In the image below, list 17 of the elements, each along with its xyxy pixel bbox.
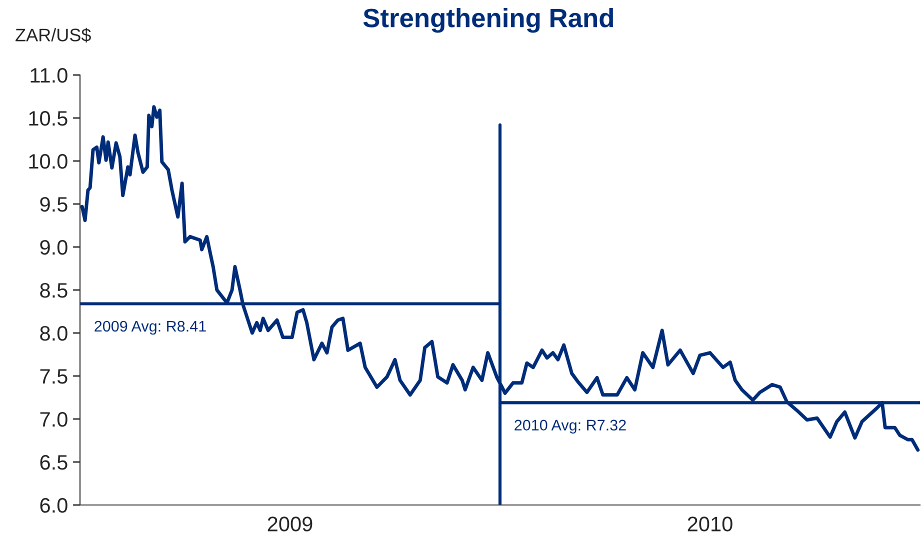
y-axis-title: ZAR/US$ xyxy=(16,28,91,43)
y-tick-label: 9.5 xyxy=(40,197,68,212)
y-tick-label: 6.5 xyxy=(40,455,68,470)
series-label: 2010 Avg: R7.32 xyxy=(514,420,626,434)
y-tick-label: 9.0 xyxy=(40,240,68,255)
x-tick-label: 2010 xyxy=(688,516,732,532)
chart-title: Strengthening Rand xyxy=(363,8,614,33)
y-tick-label: 7.0 xyxy=(40,412,68,427)
x-tick-label: 2009 xyxy=(268,516,312,532)
y-tick-label: 11.0 xyxy=(30,68,68,83)
y-tick-label: 8.0 xyxy=(40,326,68,341)
series-label: 2009 Avg: R8.41 xyxy=(94,320,206,335)
y-tick-label: 10.0 xyxy=(29,154,68,169)
y-tick-label: 10.5 xyxy=(29,111,68,126)
y-tick-label: 7.5 xyxy=(40,369,68,384)
y-tick-label: 6.0 xyxy=(40,498,68,513)
y-tick-label: 8.5 xyxy=(40,283,68,298)
